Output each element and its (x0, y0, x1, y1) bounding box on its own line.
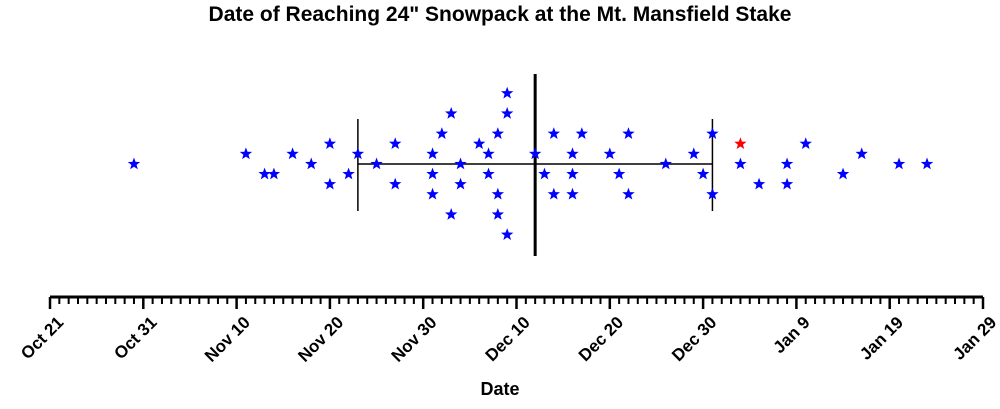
x-tick-label: Oct 21 (17, 313, 67, 363)
summary-lines (357, 74, 714, 256)
data-point (575, 127, 588, 139)
data-point (351, 147, 365, 160)
data-point (389, 177, 402, 190)
x-tick-label: Dec 20 (575, 313, 627, 365)
data-point (342, 167, 355, 180)
data-point (706, 187, 719, 200)
data-point (258, 167, 271, 180)
data-point (538, 167, 551, 180)
data-point (500, 107, 514, 119)
x-axis-label: Date (480, 379, 520, 399)
data-point (836, 167, 850, 180)
data-point (687, 147, 700, 160)
data-point (855, 147, 868, 160)
data-point (799, 137, 812, 150)
chart-title: Date of Reaching 24" Snowpack at the Mt.… (208, 3, 792, 26)
data-point (547, 187, 560, 200)
x-tick-label: Nov 30 (388, 313, 441, 366)
data-point (323, 177, 337, 190)
x-tick-label: Jan 29 (949, 313, 1000, 364)
data-point (389, 137, 402, 150)
x-tick-label: Dec 10 (482, 313, 534, 365)
x-tick-label: Nov 10 (201, 313, 254, 366)
data-point (622, 127, 635, 139)
data-point (752, 177, 766, 190)
data-point (780, 177, 794, 190)
data-point (239, 147, 253, 160)
data-point (603, 147, 616, 160)
data-point (435, 127, 449, 139)
data-point (370, 157, 383, 170)
data-point (491, 208, 505, 220)
data-point (445, 107, 458, 119)
data-point (426, 147, 439, 160)
data-point (696, 167, 710, 180)
data-point (528, 147, 542, 160)
data-point (566, 187, 579, 200)
x-tick-label: Oct 31 (110, 313, 160, 363)
data-point (426, 187, 439, 200)
data-point (706, 127, 719, 139)
data-point (426, 167, 439, 180)
x-tick-label: Jan 9 (770, 313, 814, 357)
data-point (566, 167, 579, 180)
data-point (454, 177, 467, 190)
data-point (659, 157, 672, 170)
highlighted-data-point (734, 137, 747, 150)
data-point (127, 157, 141, 170)
data-points (127, 86, 934, 240)
data-point (547, 127, 560, 139)
x-axis: Oct 21 Oct 31 Nov 10 Nov 20 Nov 30 Dec 10 Dec … (17, 295, 1000, 366)
data-point (445, 208, 458, 220)
data-point (622, 187, 635, 200)
data-point (566, 147, 579, 160)
data-point (491, 187, 505, 200)
data-point (500, 228, 514, 240)
x-tick-label: Dec 30 (668, 313, 720, 365)
data-point (305, 157, 318, 170)
data-point (482, 167, 495, 180)
x-tick-label: Nov 20 (294, 313, 347, 366)
data-point (734, 157, 747, 170)
data-point (323, 137, 337, 150)
data-point (491, 127, 505, 139)
data-point (892, 157, 906, 170)
data-point (286, 147, 299, 160)
data-point (454, 157, 467, 170)
data-point (920, 157, 934, 170)
data-point (500, 86, 514, 99)
data-point (473, 137, 486, 150)
data-point (612, 167, 626, 180)
data-point (780, 157, 794, 170)
data-point (482, 147, 495, 160)
x-tick-label: Jan 19 (856, 313, 907, 364)
data-point (267, 167, 281, 180)
